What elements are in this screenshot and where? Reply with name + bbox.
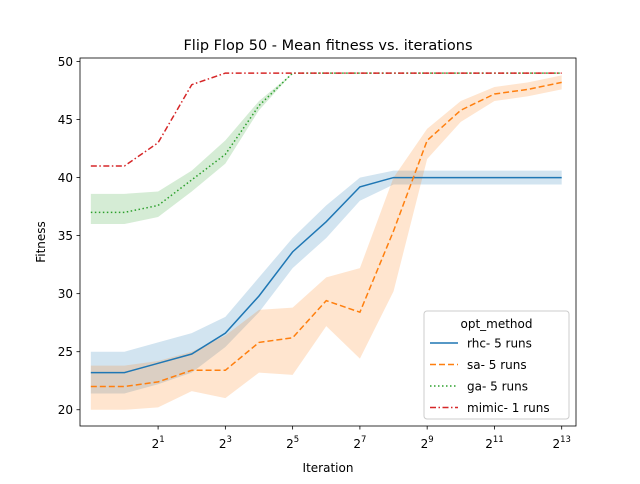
y-tick-label: 35 bbox=[58, 229, 73, 243]
y-axis: 20 25 30 35 40 45 50 bbox=[58, 55, 80, 417]
legend-label-1: sa- 5 runs bbox=[467, 358, 527, 372]
legend-label-0: rhc- 5 runs bbox=[467, 337, 532, 351]
legend-title: opt_method bbox=[460, 317, 532, 331]
chart-title: Flip Flop 50 - Mean fitness vs. iteratio… bbox=[183, 38, 472, 54]
legend-box bbox=[423, 310, 570, 420]
y-tick-label: 40 bbox=[58, 171, 73, 185]
y-axis-label: Fitness bbox=[34, 221, 48, 263]
y-tick-label: 50 bbox=[58, 55, 73, 69]
confidence-bands bbox=[90, 73, 562, 410]
legend: opt_method rhc- 5 runs sa- 5 runs ga- 5 run… bbox=[423, 310, 570, 420]
x-axis-label: Iteration bbox=[303, 461, 354, 475]
series-1-confidence-band bbox=[90, 75, 562, 410]
series-1-line bbox=[90, 81, 562, 388]
series-lines bbox=[90, 72, 562, 388]
y-tick-label: 30 bbox=[58, 287, 73, 301]
y-tick-label: 25 bbox=[58, 345, 73, 359]
y-tick-label: 20 bbox=[58, 403, 73, 417]
legend-label-3: mimic- 1 runs bbox=[467, 401, 550, 415]
legend-label-2: ga- 5 runs bbox=[467, 380, 528, 394]
y-tick-label: 45 bbox=[58, 113, 73, 127]
series-3-line bbox=[90, 72, 562, 167]
series-0-confidence-band bbox=[90, 170, 562, 394]
series-0-line bbox=[90, 176, 562, 374]
series-2-confidence-band bbox=[90, 73, 562, 225]
plot-frame bbox=[79, 57, 577, 427]
